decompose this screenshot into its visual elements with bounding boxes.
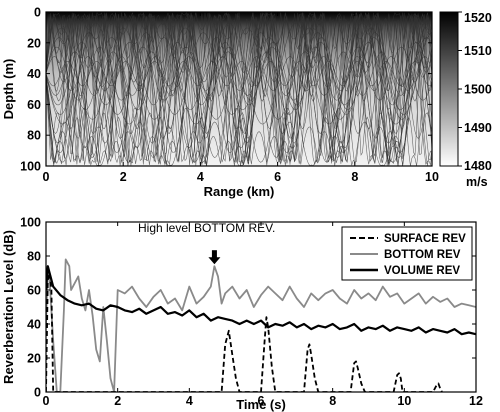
- y-tick-label: 80: [27, 129, 41, 143]
- series-lines: [46, 258, 476, 392]
- series-line-surface-rev: [46, 272, 443, 392]
- y-tick-label: 80: [27, 250, 41, 264]
- colorbar-tick-label: 1480: [464, 159, 492, 173]
- annotation-arrow: [208, 250, 221, 265]
- bottom-y-axis: 0 20 40 60 80 100: [20, 216, 476, 400]
- y-tick-label: 100: [20, 160, 41, 174]
- series-line-volume-rev: [46, 265, 476, 336]
- ray-path: [46, 12, 432, 166]
- x-tick-label: 4: [197, 170, 204, 184]
- x-tick-label: 6: [258, 394, 265, 408]
- x-tick-label: 0: [43, 394, 50, 408]
- annotation-text: High level BOTTOM REV.: [138, 221, 275, 235]
- ray-path: [46, 51, 432, 96]
- ray-paths: [46, 12, 432, 166]
- legend: SURFACE REV BOTTOM REV VOLUME REV: [341, 226, 473, 281]
- ray-path: [46, 12, 432, 158]
- legend-label-surface: SURFACE REV: [384, 233, 466, 245]
- legend-label-bottom: BOTTOM REV: [384, 249, 461, 261]
- series-line-bottom-rev: [46, 258, 476, 392]
- top-y-axis-label: Depth (m): [1, 59, 16, 120]
- colorbar-ticks: 1520 1510 1500 1490 1480: [458, 11, 492, 173]
- x-tick-label: 8: [329, 394, 336, 408]
- colorbar-tick-label: 1510: [464, 44, 492, 58]
- ray-path: [46, 60, 432, 87]
- bottom-x-axis: 0 2 4 6 8 10 12: [43, 222, 483, 408]
- x-tick-label: 2: [114, 394, 121, 408]
- top-y-axis: 0 20 40 60 80 100: [20, 6, 432, 174]
- x-tick-label: 2: [120, 170, 127, 184]
- x-tick-label: 12: [469, 394, 483, 408]
- y-tick-label: 40: [27, 67, 41, 81]
- arrow-shaft: [211, 250, 217, 259]
- y-tick-label: 40: [27, 318, 41, 332]
- arrow-head: [208, 257, 221, 265]
- x-tick-label: 0: [43, 170, 50, 184]
- y-tick-label: 100: [20, 216, 41, 230]
- colorbar-unit: m/s: [466, 175, 488, 189]
- y-tick-label: 0: [34, 386, 41, 400]
- ray-path: [46, 12, 432, 166]
- x-tick-label: 10: [397, 394, 411, 408]
- y-tick-label: 60: [27, 98, 41, 112]
- ray-path: [46, 13, 432, 166]
- y-tick-label: 60: [27, 284, 41, 298]
- top-panel: 0 2 4 6 8 10 0 20 40 60 80 100 Range (km) Depth (m…: [1, 6, 439, 200]
- ray-path: [46, 12, 432, 165]
- x-tick-label: 6: [274, 170, 281, 184]
- top-x-axis-label: Range (km): [204, 184, 275, 199]
- bottom-x-axis-label: Time (s): [236, 397, 286, 412]
- top-plot-frame: [45, 11, 433, 167]
- y-tick-label: 0: [34, 6, 41, 20]
- legend-label-volume: VOLUME REV: [384, 265, 460, 277]
- colorbar-tick-label: 1520: [464, 11, 492, 25]
- x-tick-label: 8: [351, 170, 358, 184]
- ray-path: [46, 12, 432, 144]
- colorbar-tick-label: 1500: [464, 83, 492, 97]
- x-tick-label: 10: [425, 170, 439, 184]
- x-tick-label: 4: [186, 394, 193, 408]
- colorbar-scale: [439, 11, 459, 167]
- ray-path: [46, 12, 432, 166]
- y-tick-label: 20: [27, 352, 41, 366]
- y-tick-label: 20: [27, 36, 41, 50]
- top-x-axis: 0 2 4 6 8 10: [43, 12, 439, 184]
- colorbar: 1520 1510 1500 1490 1480 m/s: [439, 11, 492, 189]
- colorbar-tick-label: 1490: [464, 121, 492, 135]
- ray-path: [46, 12, 432, 166]
- ray-path: [46, 12, 432, 166]
- bottom-y-axis-label: Reverberation Level (dB): [1, 230, 16, 384]
- bottom-panel: 0 2 4 6 8 10 12 0 20 40 60 80 100 Time (s) Reverber…: [1, 216, 483, 412]
- ray-path: [46, 12, 432, 166]
